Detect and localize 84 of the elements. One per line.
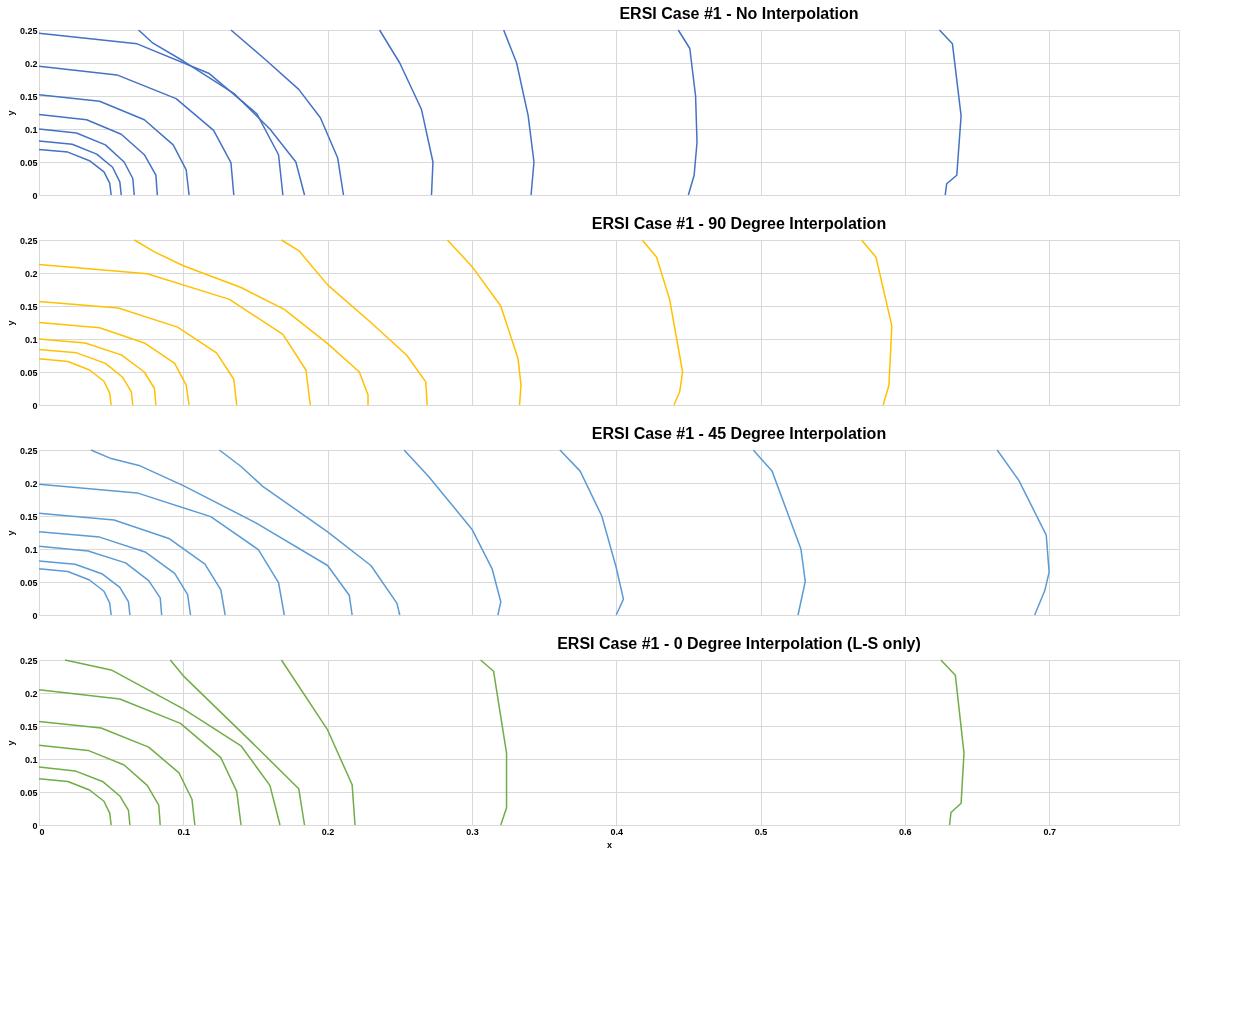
- line-series: [38, 778, 112, 826]
- line-series: [996, 449, 1050, 616]
- line-series: [230, 29, 345, 196]
- line-series: [38, 128, 135, 196]
- line-series: [752, 449, 806, 616]
- line-series: [38, 512, 226, 616]
- line-series: [38, 140, 122, 196]
- line-series: [38, 263, 312, 406]
- line-series: [280, 239, 428, 406]
- line-series: [64, 659, 281, 826]
- line-series: [860, 239, 893, 406]
- y-tick-label: 0.15: [19, 511, 38, 522]
- y-tick-label: 0.1: [24, 124, 38, 135]
- y-tick-label: 0.15: [19, 721, 38, 732]
- line-series: [559, 449, 625, 616]
- line-series: [38, 300, 238, 406]
- y-tick-label: 0.05: [19, 157, 38, 168]
- line-series: [641, 239, 684, 406]
- y-tick-label: 0.2: [24, 58, 38, 69]
- y-tick-label: 0.2: [24, 478, 38, 489]
- x-tick-label: 0.2: [321, 826, 335, 837]
- x-tick-label: 0: [39, 826, 45, 837]
- line-series: [403, 449, 502, 616]
- line-series: [378, 29, 434, 196]
- y-axis-title: y: [5, 110, 16, 116]
- line-series: [90, 449, 353, 616]
- y-axis-title: y: [5, 740, 16, 746]
- x-tick-label: 0.6: [899, 826, 912, 837]
- line-series: [38, 560, 131, 616]
- x-tick-label: 0.4: [610, 826, 623, 837]
- line-series: [38, 148, 112, 196]
- line-series: [133, 239, 369, 406]
- chart-title: ERSI Case #1 - 45 Degree Interpolation: [591, 425, 887, 442]
- y-tick-label: 0.25: [19, 445, 38, 456]
- line-series: [940, 659, 965, 826]
- line-series: [502, 29, 535, 196]
- y-tick-label: 0.1: [24, 334, 38, 345]
- y-tick-label: 0: [32, 400, 38, 411]
- line-series: [446, 239, 522, 406]
- y-tick-label: 0.2: [24, 268, 38, 279]
- y-axis-title: y: [5, 530, 16, 536]
- line-series: [38, 321, 190, 406]
- line-series: [38, 744, 161, 826]
- x-axis-title: x: [606, 839, 613, 850]
- x-tick-label: 0.7: [1043, 826, 1056, 837]
- y-tick-label: 0.05: [19, 577, 38, 588]
- x-tick-label: 0.1: [177, 826, 191, 837]
- line-series: [38, 688, 242, 826]
- y-tick-label: 0.25: [19, 655, 38, 666]
- chart-title: ERSI Case #1 - 0 Degree Interpolation (L-S only): [557, 635, 921, 652]
- line-series: [38, 545, 163, 616]
- y-tick-label: 0: [32, 190, 38, 201]
- line-series: [38, 65, 235, 196]
- y-tick-label: 0.15: [19, 301, 38, 312]
- line-series: [38, 483, 286, 616]
- line-series: [38, 531, 192, 616]
- line-series: [38, 358, 112, 406]
- line-series: [280, 659, 356, 826]
- line-series: [38, 568, 112, 616]
- line-series: [38, 113, 159, 196]
- line-series: [38, 348, 134, 406]
- y-tick-label: 0.05: [19, 367, 38, 378]
- line-series: [938, 29, 962, 196]
- line-series: [169, 659, 306, 826]
- line-series: [38, 766, 131, 826]
- line-series: [218, 449, 401, 616]
- line-series: [38, 93, 190, 196]
- line-series: [38, 720, 196, 826]
- y-axis-title: y: [5, 320, 16, 326]
- y-tick-label: 0: [32, 610, 38, 621]
- y-tick-label: 0.25: [19, 25, 38, 36]
- line-series: [677, 29, 698, 196]
- chart-title: ERSI Case #1 - 90 Degree Interpolation: [591, 215, 887, 232]
- chart-title: ERSI Case #1 - No Interpolation: [619, 5, 859, 22]
- y-tick-label: 0.1: [24, 544, 38, 555]
- line-series: [38, 338, 157, 406]
- x-tick-label: 0.5: [754, 826, 768, 837]
- y-tick-label: 0.15: [19, 91, 38, 102]
- y-tick-label: 0.25: [19, 235, 38, 246]
- y-tick-label: 0.1: [24, 754, 38, 765]
- x-tick-label: 0.3: [466, 826, 479, 837]
- y-tick-label: 0.05: [19, 787, 38, 798]
- line-series: [479, 659, 508, 826]
- y-tick-label: 0.2: [24, 688, 38, 699]
